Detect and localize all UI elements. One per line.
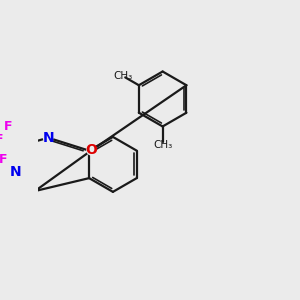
Text: F: F <box>4 120 12 133</box>
Circle shape <box>11 167 20 177</box>
Text: CH₃: CH₃ <box>113 71 133 81</box>
Text: CH₃: CH₃ <box>153 140 172 150</box>
Text: F: F <box>0 153 7 166</box>
Text: N: N <box>42 131 54 145</box>
Circle shape <box>44 133 53 142</box>
Text: N: N <box>9 165 21 179</box>
Text: F: F <box>0 133 3 146</box>
Circle shape <box>0 154 8 164</box>
Text: O: O <box>85 143 98 157</box>
Circle shape <box>87 146 96 155</box>
Circle shape <box>0 135 4 144</box>
Circle shape <box>3 122 13 131</box>
